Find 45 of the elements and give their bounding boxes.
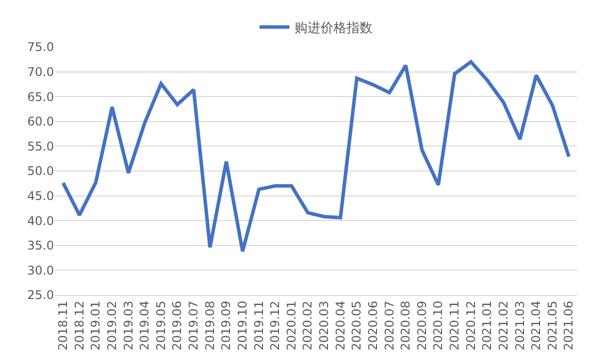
- x-tick-label: 2020.06: [366, 300, 380, 350]
- y-tick-label: 35.0: [27, 238, 54, 253]
- x-tick-label: 2019.11: [252, 300, 266, 350]
- x-tick-label: 2020.12: [464, 300, 478, 350]
- x-tick-label: 2021.04: [529, 300, 544, 350]
- line-series: [61, 60, 571, 254]
- x-tick-label: 2019.02: [104, 300, 119, 350]
- y-tick-label: 55.0: [27, 139, 54, 154]
- x-tick-label: 2019.12: [268, 300, 282, 350]
- x-tick-label: 2021.02: [496, 300, 510, 350]
- x-tick-label: 2020.05: [350, 300, 364, 350]
- y-tick-label: 50.0: [27, 164, 54, 178]
- legend-label: 购进价格指数: [294, 21, 372, 36]
- x-tick-label: 2019.07: [186, 300, 201, 350]
- x-tick-label: 2019.10: [235, 300, 250, 350]
- x-tick-label: 2019.09: [219, 300, 234, 350]
- x-tick-label: 2020.02: [300, 300, 315, 350]
- y-tick-label: 60.0: [27, 114, 54, 129]
- x-tick-label: 2020.04: [333, 300, 348, 350]
- x-tick-label: 2019.01: [88, 300, 103, 350]
- y-tick-label: 25.0: [27, 288, 54, 302]
- x-tick-label: 2020.01: [284, 300, 298, 350]
- x-tick-label: 2020.03: [317, 300, 332, 350]
- x-tick-label: 2018.11: [56, 300, 70, 350]
- y-tick-label: 45.0: [27, 189, 54, 203]
- y-tick-label: 30.0: [27, 263, 54, 278]
- x-tick-label: 2019.04: [138, 300, 152, 350]
- y-tick-label: 70.0: [27, 65, 54, 79]
- x-tick-label: 2021.01: [480, 300, 494, 350]
- x-tick-label: 2020.10: [431, 300, 446, 350]
- x-tick-label: 2020.11: [448, 300, 462, 350]
- x-tick-label: 2018.12: [72, 300, 86, 350]
- x-tick-label: 2020.09: [414, 300, 429, 350]
- y-tick-label: 40.0: [27, 214, 54, 228]
- y-tick-label: 65.0: [27, 90, 54, 104]
- x-tick-label: 2021.03: [512, 300, 527, 350]
- x-tick-label: 2019.05: [154, 300, 168, 350]
- x-tick-label: 2021.06: [562, 300, 576, 350]
- x-tick-label: 2020.08: [398, 300, 413, 350]
- x-tick-label: 2020.07: [382, 300, 396, 350]
- x-tick-label: 2019.06: [170, 300, 184, 350]
- x-tick-label: 2021.05: [545, 300, 560, 350]
- x-tick-label: 2019.08: [202, 300, 217, 350]
- y-tick-label: 75.0: [27, 40, 54, 54]
- x-tick-label: 2019.03: [121, 300, 136, 350]
